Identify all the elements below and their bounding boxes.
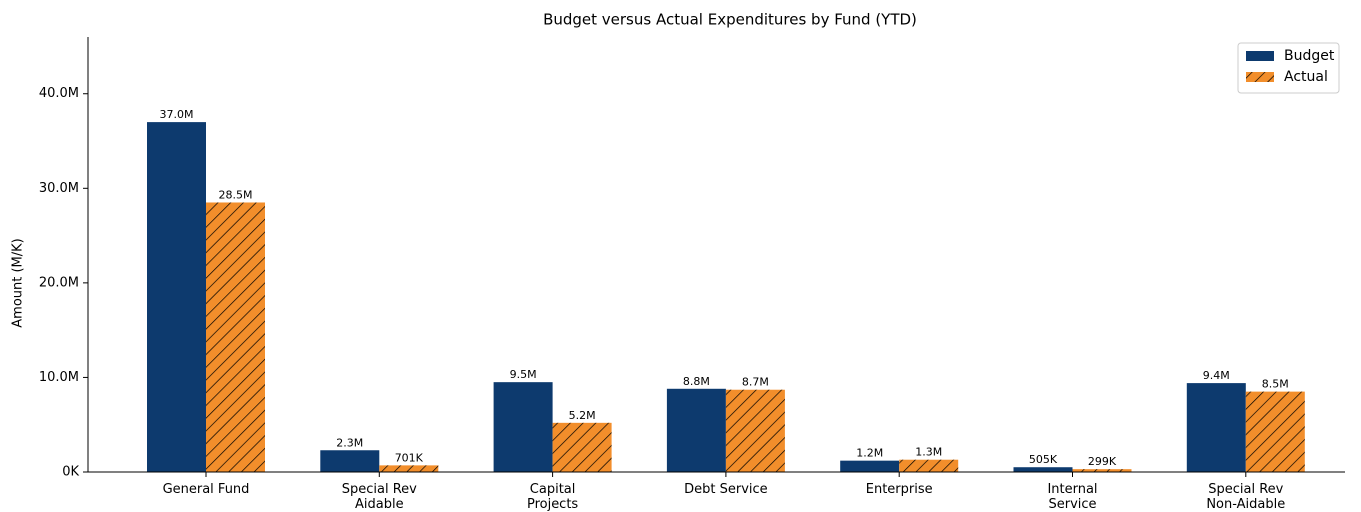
legend-label: Budget [1284, 48, 1335, 64]
bar [840, 460, 900, 472]
data-label: 9.4M [1203, 369, 1230, 382]
legend-swatch-hatch [1246, 72, 1274, 82]
y-tick-label: 20.0M [39, 275, 79, 290]
y-tick-label: 30.0M [39, 181, 79, 196]
bar-hatch [552, 422, 612, 472]
chart-title: Budget versus Actual Expenditures by Fun… [543, 11, 917, 29]
legend-label: Actual [1284, 69, 1328, 85]
data-label: 8.8M [683, 375, 710, 388]
bar-hatch [1245, 391, 1305, 472]
bar [666, 388, 726, 472]
data-label: 1.3M [915, 446, 942, 459]
data-label: 9.5M [510, 368, 537, 381]
x-tick-label: General Fund [162, 482, 250, 497]
legend-swatch [1246, 51, 1274, 61]
data-label: 299K [1088, 455, 1117, 468]
data-label: 5.2M [569, 409, 596, 422]
x-tick-label: Special Rev Aidable [341, 482, 417, 512]
bar [1186, 383, 1246, 472]
data-label: 28.5M [219, 188, 253, 201]
bar [493, 382, 553, 472]
data-label: 701K [395, 451, 424, 464]
data-label: 2.3M [336, 436, 363, 449]
y-tick-label: 40.0M [39, 86, 79, 101]
bar-hatch [899, 459, 959, 472]
bar-hatch [1072, 469, 1132, 472]
x-tick-label: Enterprise [865, 482, 933, 497]
data-label: 1.2M [856, 447, 883, 460]
data-label: 8.5M [1262, 378, 1289, 391]
data-label: 37.0M [160, 108, 194, 121]
x-tick-label: Debt Service [684, 482, 768, 497]
bar [320, 450, 380, 472]
x-tick-label: Capital Projects [526, 482, 579, 512]
data-label: 505K [1029, 453, 1058, 466]
data-label: 8.7M [742, 376, 769, 389]
y-axis-label: Amount (M/K) [11, 238, 26, 327]
bar [147, 122, 206, 472]
bar-hatch [206, 202, 265, 472]
x-tick-label: Internal Service [1047, 482, 1098, 512]
bar-hatch [379, 465, 439, 472]
y-tick-label: 10.0M [39, 370, 79, 385]
bar [1013, 467, 1073, 472]
x-tick-label: Special Rev Non-Aidable [1206, 482, 1286, 512]
y-tick-label: 0K [62, 465, 79, 480]
bar-hatch [725, 389, 785, 472]
